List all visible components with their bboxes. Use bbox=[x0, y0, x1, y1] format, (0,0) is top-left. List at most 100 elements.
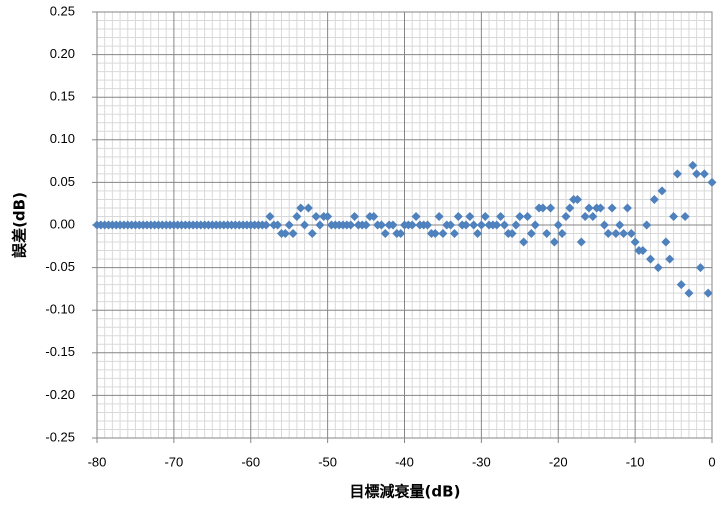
point bbox=[676, 280, 686, 290]
point bbox=[576, 237, 586, 247]
x-tick-label: 0 bbox=[708, 454, 715, 469]
point bbox=[273, 220, 283, 230]
point bbox=[446, 220, 456, 230]
point bbox=[434, 211, 444, 221]
x-tick-label: -10 bbox=[626, 454, 645, 469]
point bbox=[523, 211, 532, 221]
point bbox=[469, 220, 479, 230]
y-tick-label: -0.25 bbox=[45, 429, 75, 444]
point bbox=[288, 229, 298, 239]
y-tick-label: 0.00 bbox=[50, 216, 75, 231]
point bbox=[626, 229, 636, 239]
point bbox=[361, 220, 371, 230]
point bbox=[669, 211, 679, 221]
point bbox=[388, 220, 398, 230]
point bbox=[703, 288, 713, 298]
point bbox=[396, 229, 406, 239]
point bbox=[653, 263, 663, 273]
point bbox=[449, 229, 459, 239]
point bbox=[346, 220, 356, 230]
point bbox=[292, 211, 302, 221]
point bbox=[661, 237, 671, 247]
point bbox=[407, 220, 417, 230]
x-tick-label: -80 bbox=[88, 454, 107, 469]
point bbox=[672, 169, 682, 179]
point bbox=[615, 220, 625, 230]
x-tick-label: -40 bbox=[395, 454, 414, 469]
point bbox=[588, 211, 598, 221]
point bbox=[280, 229, 290, 239]
point bbox=[511, 220, 521, 230]
point bbox=[572, 194, 582, 204]
point bbox=[323, 211, 333, 221]
point bbox=[423, 220, 433, 230]
point bbox=[526, 229, 536, 239]
point bbox=[284, 220, 294, 230]
point bbox=[557, 229, 567, 239]
point bbox=[630, 237, 640, 247]
point bbox=[646, 254, 655, 264]
y-tick-label: -0.20 bbox=[45, 387, 75, 402]
point bbox=[453, 211, 463, 221]
point bbox=[315, 220, 325, 230]
point bbox=[519, 237, 529, 247]
x-axis-title: 目標減衰量(dB) bbox=[350, 483, 461, 501]
point bbox=[684, 288, 694, 298]
x-tick-label: -70 bbox=[164, 454, 183, 469]
point bbox=[300, 220, 310, 230]
point bbox=[680, 211, 690, 221]
point bbox=[311, 211, 321, 221]
point bbox=[507, 229, 517, 239]
point bbox=[430, 229, 440, 239]
point bbox=[611, 229, 621, 239]
point bbox=[546, 203, 556, 213]
point bbox=[473, 229, 483, 239]
point bbox=[461, 220, 471, 230]
y-tick-label: 0.10 bbox=[50, 131, 75, 146]
point bbox=[603, 229, 613, 239]
point bbox=[261, 220, 271, 230]
point bbox=[596, 203, 606, 213]
point bbox=[296, 203, 306, 213]
point bbox=[476, 220, 486, 230]
point bbox=[553, 220, 563, 230]
point bbox=[657, 186, 667, 196]
point bbox=[307, 229, 317, 239]
point bbox=[688, 160, 698, 170]
point bbox=[549, 237, 559, 247]
point bbox=[538, 203, 548, 213]
point bbox=[303, 203, 313, 213]
point bbox=[607, 203, 617, 213]
x-tick-label: -30 bbox=[472, 454, 491, 469]
point bbox=[642, 220, 652, 230]
point bbox=[599, 220, 609, 230]
point bbox=[265, 211, 275, 221]
point bbox=[622, 203, 632, 213]
point bbox=[542, 229, 552, 239]
y-tick-label: 0.25 bbox=[50, 3, 75, 18]
point bbox=[530, 220, 540, 230]
point bbox=[496, 211, 506, 221]
y-axis-title: 誤差(dB) bbox=[11, 192, 29, 258]
point bbox=[619, 229, 629, 239]
point bbox=[565, 203, 575, 213]
point bbox=[438, 229, 448, 239]
y-tick-label: 0.05 bbox=[50, 174, 75, 189]
point bbox=[665, 254, 675, 264]
point bbox=[580, 211, 590, 221]
x-tick-label: -20 bbox=[549, 454, 568, 469]
y-tick-label: 0.15 bbox=[50, 89, 75, 104]
point bbox=[692, 169, 702, 179]
point bbox=[465, 211, 475, 221]
point bbox=[350, 211, 360, 221]
point bbox=[515, 211, 525, 221]
point bbox=[380, 229, 390, 239]
point bbox=[584, 203, 594, 213]
y-tick-label: 0.20 bbox=[50, 46, 75, 61]
point bbox=[649, 194, 659, 204]
point bbox=[492, 220, 502, 230]
x-tick-label: -50 bbox=[318, 454, 337, 469]
point bbox=[695, 263, 705, 273]
